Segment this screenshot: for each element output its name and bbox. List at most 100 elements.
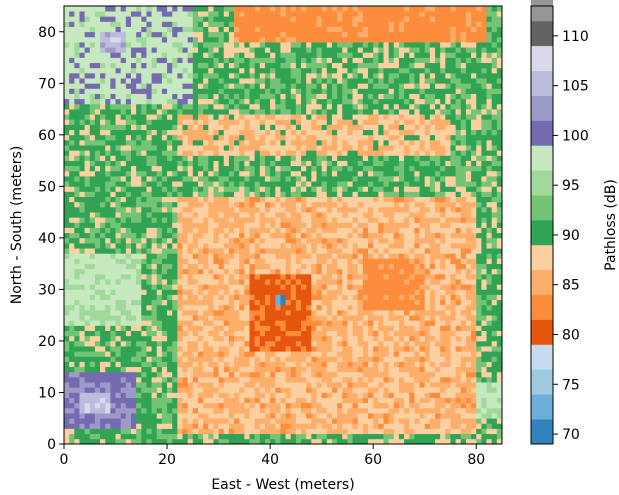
- heatmap-cell: [234, 232, 240, 239]
- heatmap-cell: [326, 294, 333, 301]
- heatmap-cell: [362, 382, 369, 388]
- heatmap-cell: [306, 150, 312, 156]
- heatmap-cell: [244, 165, 250, 172]
- heatmap-cell: [383, 145, 389, 151]
- heatmap-cell: [295, 284, 302, 290]
- heatmap-cell: [419, 382, 426, 388]
- heatmap-cell: [368, 377, 374, 383]
- heatmap-cell: [136, 377, 142, 383]
- heatmap-cell: [234, 289, 240, 295]
- heatmap-cell: [414, 263, 420, 270]
- heatmap-cell: [151, 139, 158, 146]
- heatmap-cell: [450, 160, 456, 167]
- heatmap-cell: [306, 402, 312, 409]
- heatmap-cell: [471, 407, 477, 414]
- heatmap-cell: [393, 289, 400, 295]
- heatmap-cell: [177, 170, 183, 177]
- heatmap-cell: [476, 217, 482, 223]
- heatmap-cell: [404, 222, 410, 228]
- heatmap-cell: [481, 371, 487, 378]
- heatmap-cell: [239, 361, 245, 368]
- heatmap-cell: [326, 382, 333, 388]
- heatmap-cell: [125, 402, 132, 409]
- heatmap-cell: [331, 397, 338, 404]
- heatmap-cell: [440, 258, 446, 264]
- heatmap-cell: [64, 155, 70, 161]
- heatmap-cell: [89, 258, 96, 264]
- heatmap-cell: [259, 139, 266, 146]
- heatmap-cell: [450, 397, 456, 404]
- heatmap-cell: [481, 289, 487, 295]
- heatmap-cell: [130, 273, 137, 280]
- heatmap-cell: [228, 315, 235, 321]
- heatmap-cell: [373, 284, 379, 290]
- heatmap-cell: [450, 217, 456, 223]
- heatmap-cell: [146, 423, 152, 429]
- heatmap-cell: [161, 382, 168, 388]
- heatmap-cell: [429, 299, 436, 306]
- heatmap-cell: [115, 330, 122, 337]
- heatmap-cell: [270, 438, 276, 445]
- heatmap-cell: [435, 371, 441, 378]
- heatmap-cell: [321, 253, 328, 259]
- heatmap-cell: [270, 253, 276, 259]
- heatmap-cell: [203, 423, 209, 429]
- heatmap-cell: [393, 418, 400, 424]
- heatmap-cell: [331, 155, 338, 161]
- heatmap-cell: [398, 433, 405, 440]
- heatmap-cell: [481, 387, 487, 393]
- heatmap-cell: [115, 160, 122, 167]
- heatmap-cell: [347, 340, 353, 347]
- heatmap-cell: [89, 320, 96, 326]
- heatmap-cell: [208, 155, 214, 161]
- heatmap-cell: [424, 330, 431, 337]
- heatmap-cell: [378, 320, 384, 326]
- heatmap-cell: [161, 201, 168, 208]
- heatmap-cell: [445, 438, 451, 445]
- heatmap-cell: [404, 361, 410, 368]
- heatmap-cell: [254, 335, 261, 342]
- heatmap-cell: [398, 258, 405, 264]
- heatmap-cell: [234, 191, 240, 198]
- heatmap-cell: [383, 243, 389, 249]
- heatmap-cell: [254, 258, 261, 264]
- heatmap-cell: [486, 279, 493, 285]
- heatmap-cell: [244, 279, 250, 285]
- heatmap-cell: [424, 181, 431, 187]
- heatmap-cell: [393, 170, 400, 177]
- heatmap-cell: [223, 366, 230, 373]
- heatmap-cell: [280, 181, 286, 187]
- heatmap-cell: [187, 253, 194, 259]
- heatmap-cell: [424, 217, 431, 223]
- heatmap-cell: [388, 299, 395, 306]
- heatmap-cell: [368, 201, 374, 208]
- heatmap-cell: [326, 206, 333, 213]
- heatmap-cell: [311, 433, 317, 440]
- heatmap-cell: [419, 304, 426, 311]
- heatmap-cell: [64, 330, 70, 337]
- heatmap-cell: [326, 170, 333, 177]
- heatmap-cell: [404, 196, 410, 203]
- heatmap-cell: [290, 294, 297, 301]
- heatmap-cell: [455, 413, 462, 419]
- heatmap-cell: [223, 222, 230, 228]
- heatmap-cell: [357, 150, 364, 156]
- heatmap-cell: [409, 212, 415, 218]
- heatmap-cell: [342, 366, 348, 373]
- heatmap-cell: [404, 268, 410, 275]
- heatmap-cell: [141, 176, 147, 182]
- heatmap-cell: [496, 212, 503, 218]
- heatmap-cell: [326, 160, 333, 167]
- heatmap-cell: [172, 150, 178, 156]
- heatmap-cell: [115, 377, 122, 383]
- heatmap-cell: [378, 273, 384, 280]
- heatmap-cell: [64, 150, 70, 156]
- heatmap-cell: [486, 284, 493, 290]
- heatmap-cell: [280, 392, 286, 398]
- heatmap-cell: [476, 273, 482, 280]
- heatmap-cell: [471, 170, 477, 177]
- heatmap-cell: [337, 366, 343, 373]
- heatmap-cell: [419, 320, 426, 326]
- heatmap-cell: [259, 186, 266, 192]
- heatmap-cell: [326, 217, 333, 223]
